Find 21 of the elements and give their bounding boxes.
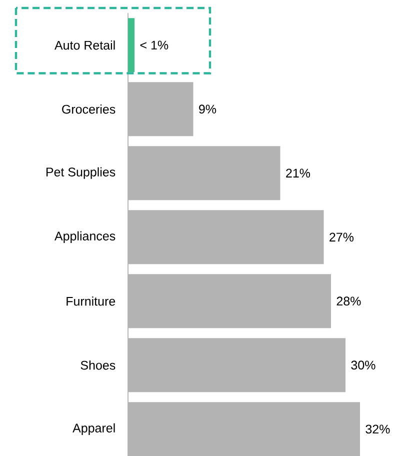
data-label: 27% bbox=[330, 232, 354, 242]
data-label: 32% bbox=[366, 424, 390, 434]
y-tick-label: Groceries bbox=[62, 104, 116, 114]
bar bbox=[128, 18, 135, 72]
y-tick-label: Furniture bbox=[66, 296, 116, 306]
data-label: < 1% bbox=[140, 40, 168, 50]
y-tick-label: Auto Retail bbox=[54, 40, 115, 50]
y-tick-label: Pet Supplies bbox=[46, 167, 116, 179]
data-label: 30% bbox=[351, 360, 376, 370]
bar bbox=[128, 210, 324, 264]
data-label: 9% bbox=[199, 104, 216, 114]
data-label: 28% bbox=[336, 296, 361, 306]
bar bbox=[128, 82, 194, 136]
y-tick-label: Apparel bbox=[72, 423, 115, 435]
y-tick-label: Appliances bbox=[54, 231, 116, 243]
bar bbox=[128, 274, 332, 328]
bar bbox=[128, 338, 346, 392]
data-label: 21% bbox=[286, 168, 310, 178]
y-tick-label: Shoes bbox=[80, 360, 116, 370]
bar bbox=[128, 146, 280, 200]
bar bbox=[128, 402, 360, 456]
